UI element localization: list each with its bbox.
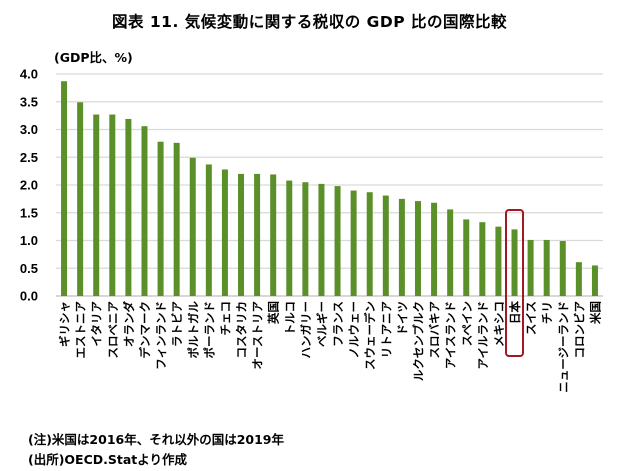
y-tick-labels: 0.0 0.5 1.0 1.5 2.0 2.5 3.0 3.5 4.0 (20, 67, 38, 304)
x-tick-label: チリ (540, 301, 554, 324)
bar (559, 241, 566, 296)
bar (495, 226, 502, 296)
y-tick-label: 2.0 (20, 178, 38, 193)
x-tick-label: ベルギー (315, 301, 329, 347)
x-tick-label: ドイツ (395, 301, 409, 336)
x-tick-label: スロバキア (428, 301, 442, 359)
bar (543, 239, 550, 296)
x-tick-label: スペイン (460, 301, 474, 346)
bar (366, 192, 373, 296)
x-tick-label: コスタリカ (235, 301, 249, 359)
x-tick-label: ギリシャ (58, 301, 72, 347)
chart-title: 図表 11. 気候変動に関する税収の GDP 比の国際比較 (112, 13, 507, 31)
bar (157, 141, 164, 296)
bar (254, 173, 261, 296)
x-tick-label: ルクセンブルク (411, 301, 425, 381)
bar (463, 219, 470, 296)
bar (286, 180, 293, 296)
highlight-box (505, 209, 525, 357)
x-tick-label: オランダ (122, 301, 136, 347)
bar (93, 114, 100, 296)
x-tick-label: ニュージーランド (556, 301, 570, 393)
x-tick-label: フランス (331, 301, 345, 347)
bar (527, 239, 534, 296)
bar (431, 202, 438, 296)
y-axis-label: (GDP比、%) (54, 50, 133, 65)
y-tick-label: 3.5 (20, 94, 38, 109)
y-tick-label: 3.0 (20, 122, 38, 137)
bar (398, 198, 405, 296)
bar (109, 114, 116, 296)
x-tick-label: ラトビア (170, 301, 184, 347)
x-tick-label: 日本 (508, 301, 522, 324)
bar (334, 186, 341, 296)
x-tick-label: ノルウェー (347, 301, 361, 359)
bar (238, 173, 245, 296)
x-tick-label: 米国 (588, 301, 602, 325)
bar (270, 174, 277, 296)
bar (221, 169, 228, 296)
y-tick-label: 1.0 (20, 233, 38, 248)
x-tick-label: メキシコ (492, 301, 506, 347)
x-tick-label: オーストリア (251, 301, 265, 370)
bar (302, 182, 309, 296)
bar (479, 222, 486, 296)
bar (189, 157, 196, 296)
x-tick-label: リトアニア (379, 301, 393, 359)
bar (350, 190, 357, 296)
bar (318, 183, 325, 296)
x-tick-label: スイス (524, 301, 538, 335)
y-tick-label: 2.5 (20, 150, 38, 165)
bar (414, 201, 421, 296)
bar (382, 195, 389, 296)
x-tick-label: チェコ (218, 301, 232, 336)
x-tick-label: 英国 (267, 301, 281, 325)
bar (205, 164, 212, 296)
x-tick-label: ポーランド (202, 301, 216, 359)
bar (511, 229, 518, 296)
y-tick-label: 0.5 (20, 261, 38, 276)
bar (591, 265, 598, 296)
bar (575, 262, 582, 296)
y-tick-label: 4.0 (20, 67, 38, 82)
x-tick-label: アイスランド (444, 301, 458, 369)
bar (173, 142, 180, 296)
x-tick-label: トルコ (283, 301, 297, 335)
x-tick-label: デンマーク (138, 301, 152, 359)
x-tick-label: ハンガリー (299, 301, 313, 359)
footnote: (注)米国は2016年、それ以外の国は2019年 (28, 432, 285, 447)
bar (141, 126, 148, 296)
y-tick-label: 0.0 (20, 289, 38, 304)
x-tick-label: エストニア (74, 301, 88, 359)
bars (61, 81, 598, 297)
y-tick-label: 1.5 (20, 205, 38, 220)
source-note: (出所)OECD.Statより作成 (28, 452, 188, 467)
x-tick-label: スウェーデン (363, 301, 377, 370)
x-tick-label: コロンビア (572, 301, 586, 359)
gridlines (56, 73, 603, 297)
x-tick-label: ポルトガル (186, 301, 200, 359)
x-tick-label: スロベニア (106, 301, 120, 359)
bar (125, 118, 132, 296)
x-tick-labels: ギリシャ エストニア イタリア スロベニア オランダ デンマーク フィンランド ラトビア ポルト… (58, 301, 603, 393)
x-tick-label: イタリア (90, 301, 104, 347)
bar (61, 81, 68, 296)
x-tick-label: フィンランド (154, 301, 168, 370)
x-tick-label: アイルランド (476, 301, 490, 369)
highlight-box-japan (505, 209, 525, 357)
bar (447, 209, 454, 296)
bar (77, 102, 84, 297)
